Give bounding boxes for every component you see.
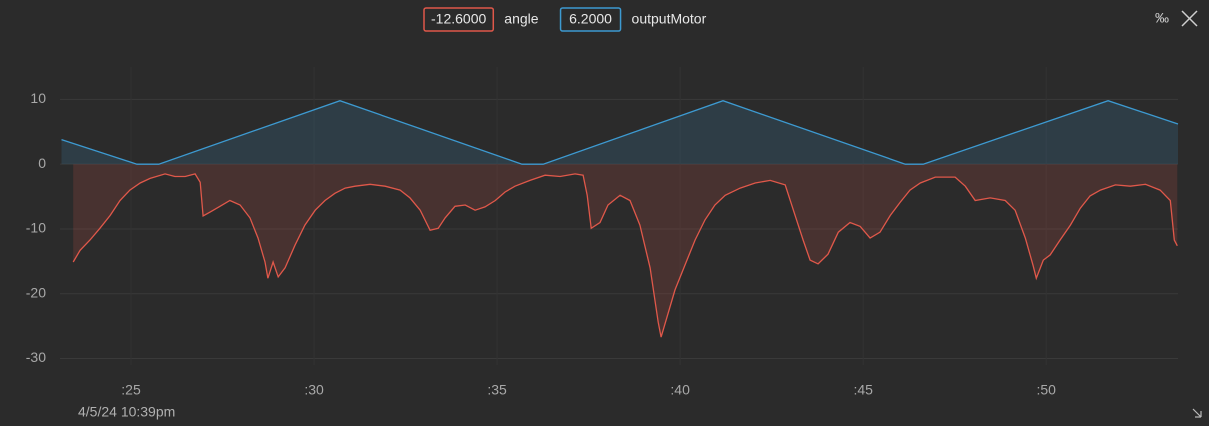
resize-handle[interactable] — [1192, 408, 1202, 418]
legend-label: outputMotor — [632, 11, 707, 27]
x-tick-label: :35 — [487, 382, 507, 398]
area-fill — [61, 100, 1178, 165]
x-tick-label: :50 — [1036, 382, 1056, 398]
x-tick-label: :30 — [304, 382, 324, 398]
legend-value: -12.6000 — [431, 11, 486, 27]
area-fill — [73, 164, 1178, 338]
x-tick-label: :25 — [121, 382, 141, 398]
y-tick-label: 0 — [38, 155, 46, 171]
legend-value: 6.2000 — [569, 11, 612, 27]
y-tick-label: -10 — [26, 220, 46, 236]
timestamp: 4/5/24 10:39pm — [78, 404, 175, 420]
legend-item[interactable]: 6.2000 outputMotor — [559, 7, 707, 32]
legend-value-box — [423, 7, 495, 32]
legend-label: angle — [504, 11, 538, 27]
grid — [60, 67, 1178, 365]
legend-value-box — [559, 7, 622, 32]
series-line — [61, 100, 1179, 165]
series-line — [72, 173, 1178, 338]
y-tick-label: -30 — [26, 349, 46, 365]
y-tick-label: 10 — [30, 90, 46, 106]
x-tick-label: :45 — [853, 382, 873, 398]
close-button[interactable] — [1181, 10, 1198, 27]
scale-button[interactable]: ‰ — [1155, 10, 1169, 26]
resize-icon — [1192, 408, 1202, 418]
legend-item[interactable]: -12.6000 angle — [423, 7, 539, 32]
y-tick-label: -20 — [26, 284, 46, 300]
x-tick-label: :40 — [670, 382, 690, 398]
close-icon — [1181, 10, 1198, 27]
